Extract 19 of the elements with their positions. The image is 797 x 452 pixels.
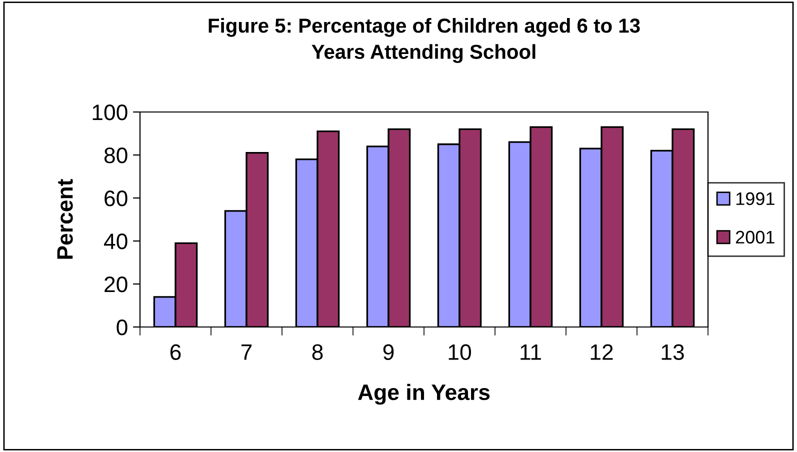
- y-axis-title: Percent: [57, 179, 73, 259]
- y-tick-label: 20: [104, 276, 128, 292]
- x-tick-label: 7: [241, 344, 252, 360]
- x-tick-label: 10: [448, 344, 471, 360]
- y-tick-label: 40: [104, 234, 128, 250]
- legend-label: 2001: [736, 230, 774, 244]
- x-tick-label: 8: [312, 344, 323, 360]
- x-tick-label: 12: [590, 344, 613, 360]
- x-tick-label: 6: [170, 344, 181, 360]
- x-tick-label: 9: [383, 344, 394, 360]
- x-tick-label: 13: [662, 344, 684, 360]
- y-tick-label: 80: [104, 148, 128, 164]
- y-tick-label: 0: [116, 320, 128, 336]
- x-axis-title: Age in Years: [358, 384, 490, 405]
- y-tick-label: 60: [104, 190, 128, 206]
- legend-label: 1991: [736, 192, 774, 206]
- x-tick-label: 11: [520, 344, 541, 360]
- y-tick-label: 100: [92, 104, 128, 120]
- chart-title: Figure 5: Percentage of Children aged 6 to 13 Years Attending School: [208, 18, 640, 64]
